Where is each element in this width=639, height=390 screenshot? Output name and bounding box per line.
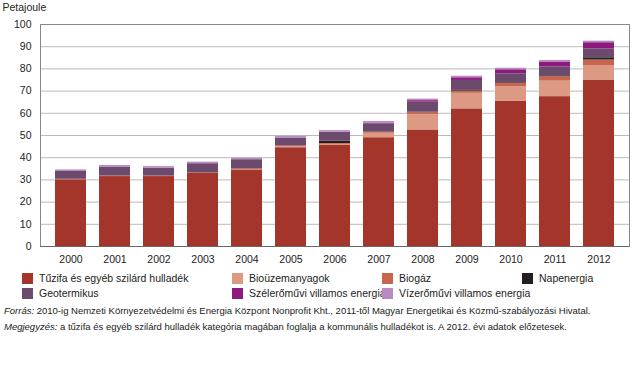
svg-text:2011: 2011 [544, 253, 567, 265]
html-text:Vízerőművi villamos energia: Vízerőművi villamos energia [399, 287, 531, 299]
svg-text:20: 20 [20, 195, 32, 207]
svg-text:40: 40 [20, 151, 32, 163]
svg-text:2003: 2003 [191, 253, 215, 265]
svg-text:100: 100 [14, 18, 32, 30]
html-text:Tűzifa és egyéb szilárd hullad: Tűzifa és egyéb szilárd hulladék [39, 272, 189, 284]
svg-text:2004: 2004 [235, 253, 259, 265]
html-text:Forrás: 2010-ig Nemzeti Környe: Forrás: 2010-ig Nemzeti Környezetvédelmi… [4, 305, 591, 316]
html-text:Szélerőművi villamos energia: Szélerőművi villamos energia [249, 287, 386, 299]
svg-text:2012: 2012 [587, 253, 611, 265]
svg-text:0: 0 [26, 240, 32, 252]
svg-text:30: 30 [20, 173, 32, 185]
svg-text:2010: 2010 [499, 253, 523, 265]
svg-text:2006: 2006 [323, 253, 347, 265]
svg-text:70: 70 [20, 84, 32, 96]
svg-text:60: 60 [20, 107, 32, 119]
svg-text:Petajoule: Petajoule [3, 1, 47, 13]
svg-text:2007: 2007 [367, 253, 391, 265]
html-text:Napenergia: Napenergia [539, 272, 594, 284]
html-text:Biogáz: Biogáz [399, 272, 432, 284]
svg-text:2005: 2005 [279, 253, 303, 265]
svg-text:2002: 2002 [147, 253, 171, 265]
svg-text:2008: 2008 [411, 253, 435, 265]
html-text:Geotermikus: Geotermikus [39, 287, 99, 299]
svg-text:10: 10 [20, 218, 32, 230]
html-text:Bioüzemanyagok: Bioüzemanyagok [249, 272, 330, 284]
svg-text:50: 50 [20, 129, 32, 141]
svg-text:2009: 2009 [455, 253, 479, 265]
svg-text:2001: 2001 [103, 253, 127, 265]
html-text:Megjegyzés: a tűzifa és egyéb: Megjegyzés: a tűzifa és egyéb szilárd hu… [4, 320, 567, 332]
svg-text:80: 80 [20, 62, 32, 74]
svg-text:2000: 2000 [59, 253, 83, 265]
svg-text:90: 90 [20, 40, 32, 52]
